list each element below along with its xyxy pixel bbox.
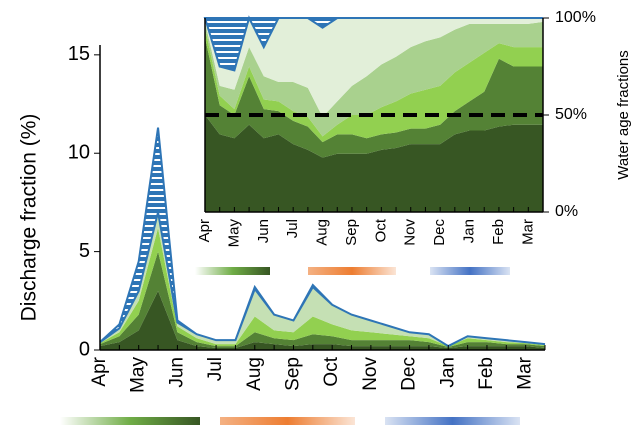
x-tick-label: Dec (431, 219, 448, 246)
area (100, 212, 545, 347)
y-axis-label: Water age fractions (615, 50, 632, 180)
x-tick-label: Aug (244, 357, 265, 391)
x-tick-label: Feb (476, 357, 497, 390)
area (100, 290, 545, 350)
y-tick-label: 50% (555, 106, 587, 123)
x-tick-label: Jan (460, 219, 477, 243)
season-bar (385, 417, 520, 425)
area (205, 27, 543, 143)
area (205, 18, 543, 117)
inset-chart: 0% 50% 100% Apr May Jun Jul Aug Sep Oct Nov Dec Jan F… (196, 9, 632, 247)
x-tick-label: Oct (321, 356, 342, 386)
x-tick-label: Jul (205, 357, 226, 381)
x-tick-label: Sep (343, 219, 360, 246)
y-tick-label: 5 (79, 240, 90, 262)
season-bar (308, 267, 396, 275)
x-tick-label: Apr (89, 356, 110, 386)
area (203, 15, 543, 72)
y-tick-label: 0% (555, 203, 578, 220)
season-bar (60, 417, 200, 425)
y-tick-label: 10 (68, 142, 90, 164)
season-bar (220, 417, 355, 425)
main-chart: 0 5 10 15 Apr May Jun Jul Aug Sep Oct Nov Dec Jan Feb M… (18, 43, 546, 393)
x-tick-label: Dec (399, 357, 420, 391)
x-tick-label: Feb (490, 219, 507, 245)
area (205, 37, 543, 158)
x-tick-label: Oct (372, 218, 389, 242)
x-tick-label: Mar (519, 219, 536, 245)
x-tick-label: May (128, 357, 149, 393)
season-bar (430, 267, 510, 275)
season-bar (195, 267, 270, 275)
x-tick-label: Nov (360, 357, 381, 391)
y-tick-label: 100% (555, 9, 596, 26)
area (205, 115, 543, 212)
x-tick-label: Mar (515, 356, 536, 389)
x-tick-label: Aug (314, 219, 331, 246)
x-tick-label: Jun (255, 219, 272, 243)
x-tick-label: Nov (402, 219, 419, 246)
x-tick-label: Apr (196, 219, 213, 242)
y-tick-label: 15 (68, 43, 90, 65)
y-tick-label: 0 (79, 338, 90, 360)
x-tick-label: Sep (282, 357, 303, 391)
y-axis-label: Discharge fraction (%) (18, 114, 41, 322)
area (205, 21, 543, 137)
x-tick-label: May (225, 219, 242, 248)
x-tick-label: Jan (437, 357, 458, 388)
x-tick-label: Jun (166, 357, 187, 388)
area (100, 228, 545, 348)
x-tick-label: Jul (284, 219, 301, 238)
